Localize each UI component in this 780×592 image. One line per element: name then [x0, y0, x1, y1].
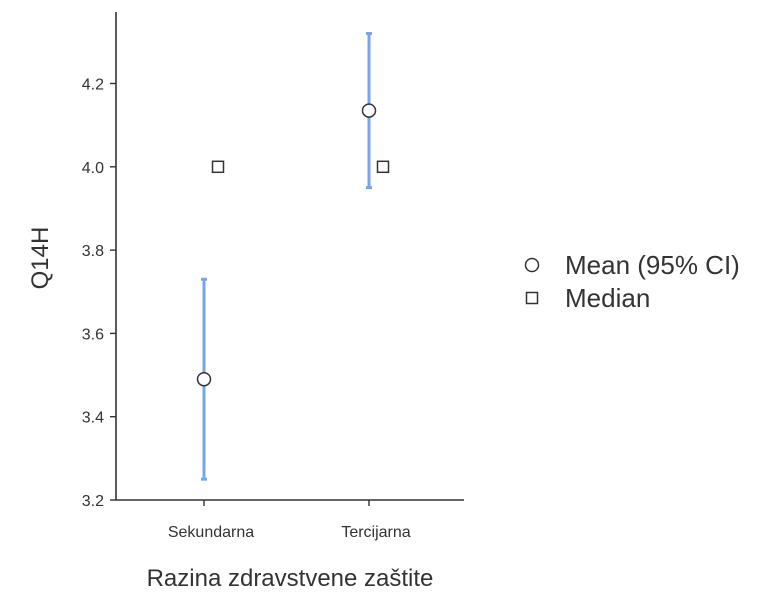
legend-median-marker: [525, 291, 539, 305]
x-ticks: Sekundarna Tercijarna: [168, 500, 411, 541]
median-point: [211, 160, 225, 174]
legend-mean-label: Mean (95% CI): [565, 250, 740, 280]
legend-mean-marker: [524, 257, 540, 273]
mean-point: [196, 371, 212, 387]
y-axis: 3.2 3.4 3.6 3.8 4.0 4.2: [82, 12, 117, 510]
x-tick-label: Tercijarna: [341, 524, 410, 541]
y-axis-title: Q14H: [27, 227, 54, 290]
y-tick-label: 4.0: [82, 160, 104, 177]
y-tick-label: 4.2: [82, 77, 104, 94]
x-tick-label: Sekundarna: [168, 524, 254, 541]
legend: Mean (95% CI) Median: [524, 250, 740, 313]
x-axis: Sekundarna Tercijarna: [116, 499, 464, 541]
legend-median-label: Median: [565, 283, 650, 313]
median-point: [376, 160, 390, 174]
plot-marks: [196, 32, 390, 481]
y-tick-label: 3.8: [82, 243, 104, 260]
y-tick-label: 3.6: [82, 326, 104, 343]
y-tick-label: 3.2: [82, 493, 104, 510]
y-tick-label: 3.4: [82, 410, 104, 427]
y-ticks: 3.2 3.4 3.6 3.8 4.0 4.2: [82, 77, 116, 510]
mean-point: [361, 103, 377, 118]
x-axis-title: Razina zdravstvene zaštite: [147, 565, 434, 592]
